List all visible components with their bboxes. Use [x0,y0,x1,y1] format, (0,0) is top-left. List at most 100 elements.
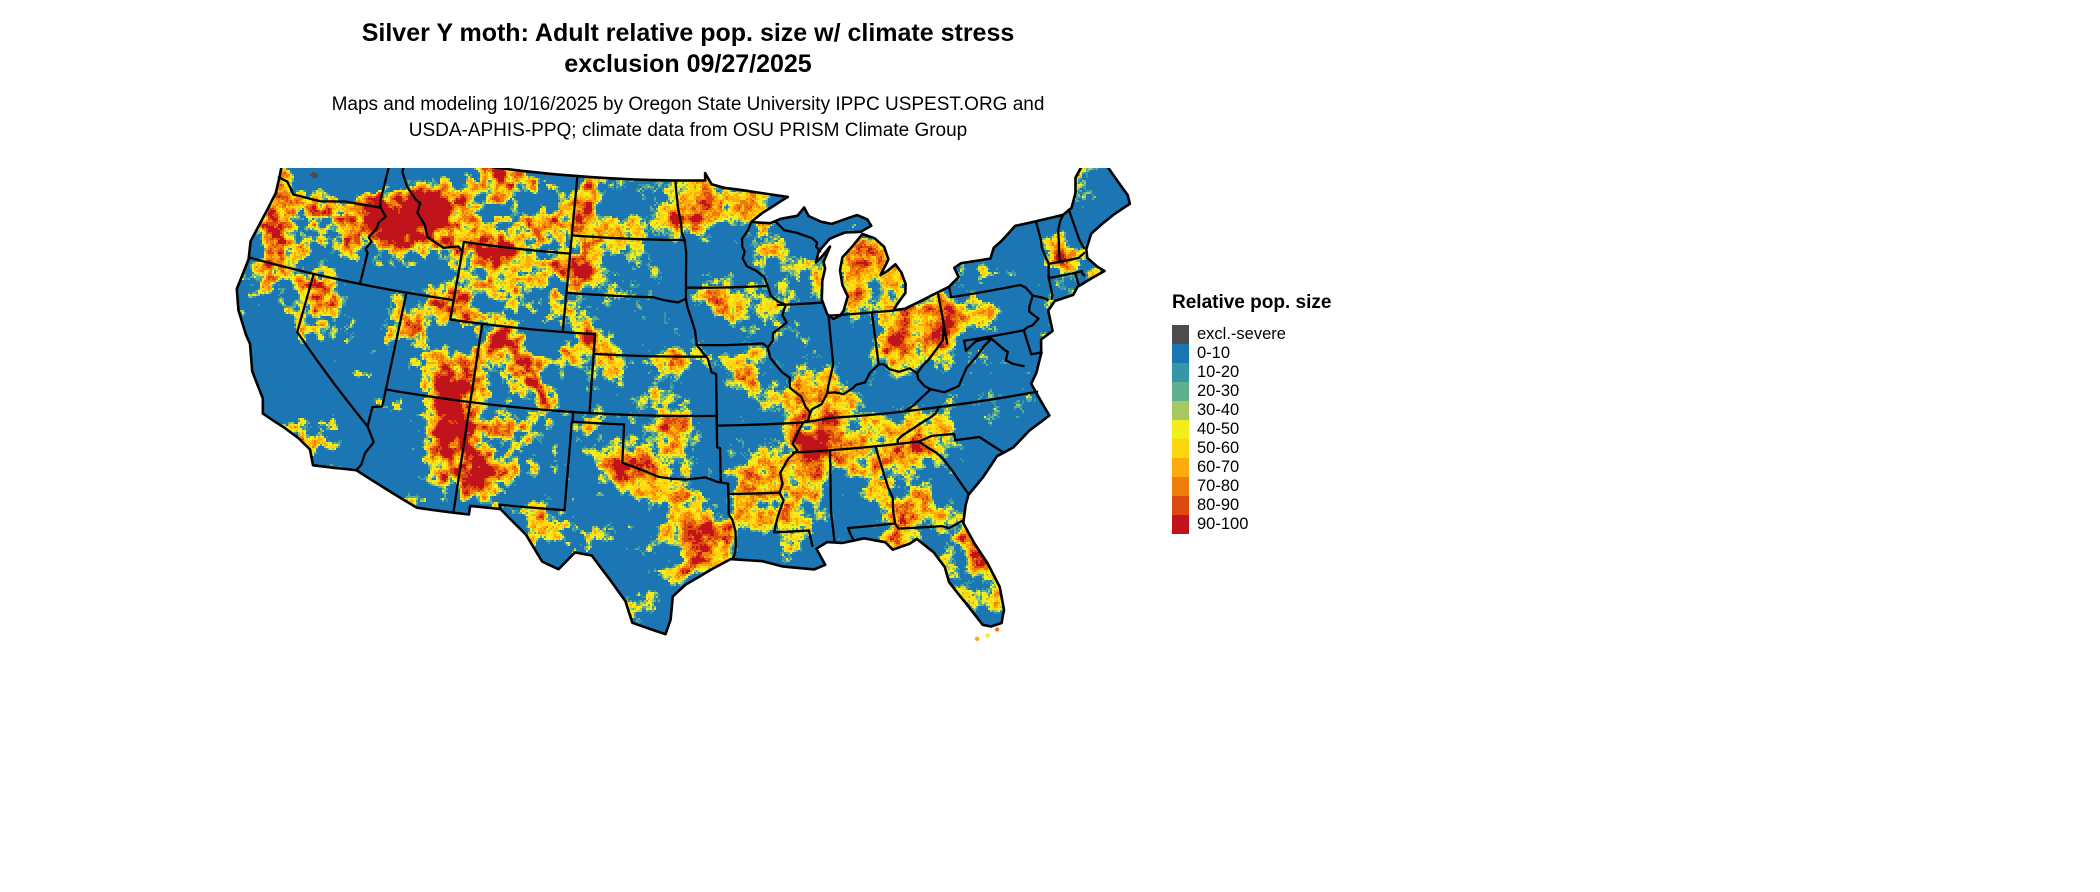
state-border [903,388,932,413]
state-border [962,329,1025,342]
legend-swatch [1172,420,1189,439]
map-borders-svg [232,168,1142,660]
state-border [570,234,686,242]
state-border [1067,208,1086,250]
legend-swatch [1172,344,1189,363]
state-border [791,440,921,454]
state-border [826,363,919,396]
state-border [1074,271,1080,286]
map-title-line2: exclusion 09/27/2025 [564,50,812,78]
state-border [776,301,825,307]
state-border [277,176,382,209]
map-subtitle-line2: USDA-APHIS-PPQ; climate data from OSU PR… [408,120,968,141]
legend-title: Relative pop. size [1172,292,1332,313]
state-border [1022,329,1043,356]
legend-items: excl.-severe 0-10 10-20 20-30 30-40 40-50 50-6… [1172,325,1331,534]
state-border [870,311,880,366]
state-border [621,461,730,485]
state-border [766,284,812,424]
state-border [962,337,993,352]
state-border [366,388,388,428]
legend-item: 80-90 [1172,496,1331,515]
legend-label: excl.-severe [1197,325,1286,343]
state-border [384,291,408,391]
state-border [695,342,769,349]
legend-label: 80-90 [1197,496,1240,514]
state-border [452,322,484,514]
legend-swatch [1172,458,1189,477]
state-border [803,410,906,424]
state-border [847,526,855,541]
state-border [896,405,941,446]
legend-swatch [1172,401,1189,420]
state-border [727,491,782,496]
state-border [916,372,932,391]
legend-item: excl.-severe [1172,325,1331,344]
state-border [826,314,835,395]
legend-item: 50-60 [1172,439,1331,458]
state-border [498,420,573,512]
map-subtitle-line1: Maps and modeling 10/16/2025 by Oregon S… [331,94,1045,115]
state-border [726,482,737,561]
legend-label: 60-70 [1197,458,1240,476]
island-dot [974,636,980,641]
state-border [401,168,464,253]
state-border [809,391,829,414]
header: Silver Y moth: Adult relative pop. size … [0,18,1376,144]
legend-swatch [1172,496,1189,515]
state-border [1047,251,1086,266]
state-border [1031,294,1049,301]
state-border [684,284,769,289]
legend-item: 20-30 [1172,382,1331,401]
legend-item: 70-80 [1172,477,1331,496]
state-border [588,332,597,415]
state-border [684,297,698,347]
legend-label: 40-50 [1197,420,1240,438]
legend-label: 70-80 [1197,477,1240,495]
legend-swatch [1172,439,1189,458]
legend: Relative pop. size excl.-severe 0-10 10-20… [1172,292,1331,534]
state-border [296,272,375,472]
legend-label: 10-20 [1197,363,1240,381]
state-border [565,291,688,304]
legend-label: 50-60 [1197,439,1240,457]
legend-label: 30-40 [1197,401,1240,419]
island-dot [985,633,990,638]
map-title-line1: Silver Y moth: Adult relative pop. size … [361,19,1015,47]
state-border [773,529,814,548]
state-border [695,343,719,427]
state-border [936,291,949,345]
state-border [847,519,964,530]
state-border [384,388,718,418]
state-border [917,440,970,496]
conus-map [232,168,1142,660]
state-border [1057,213,1065,263]
state-border [773,421,805,534]
legend-item: 60-70 [1172,458,1331,477]
state-border [674,179,686,242]
state-border [990,337,1025,368]
state-border [715,421,805,427]
state-border [571,410,626,464]
state-border [358,168,390,285]
legend-label: 90-100 [1197,515,1249,533]
state-border [683,238,688,300]
state-border [561,174,579,334]
state-border [449,240,466,321]
state-border [774,220,822,253]
legend-swatch [1172,515,1189,534]
state-border [740,221,769,288]
legend-swatch [1172,325,1189,344]
state-border [449,318,597,336]
legend-label: 0-10 [1197,344,1231,362]
state-border [948,283,1034,299]
state-border [917,432,1004,454]
state-border [929,337,993,394]
legend-label: 20-30 [1197,382,1240,400]
legend-item: 30-40 [1172,401,1331,420]
state-border [828,449,836,544]
island-dot [995,627,1000,632]
state-border [903,390,1039,413]
state-border [1022,294,1040,332]
legend-swatch [1172,363,1189,382]
